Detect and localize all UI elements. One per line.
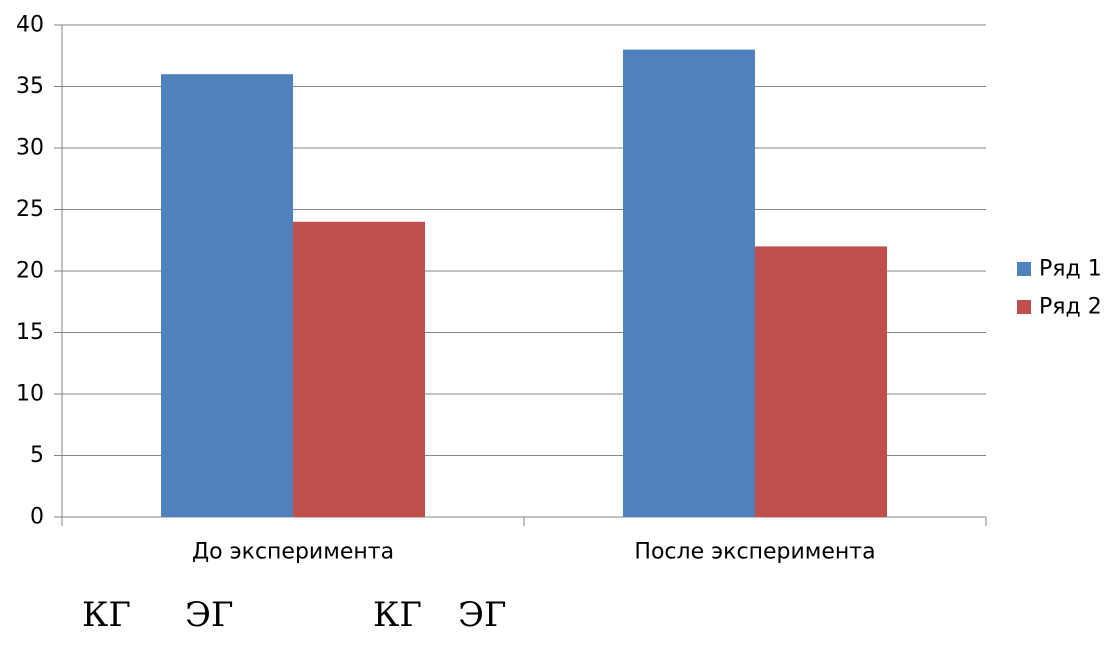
bar <box>623 49 755 517</box>
y-tick-label: 10 <box>16 382 44 407</box>
bar <box>161 74 293 517</box>
y-tick-label: 5 <box>30 443 44 468</box>
annotation-kg-1: КГ <box>82 595 131 635</box>
annotation-kg-2: КГ <box>373 595 422 635</box>
y-tick-label: 15 <box>16 320 44 345</box>
y-tick-label: 35 <box>16 74 44 99</box>
x-tick-label: До эксперимента <box>192 540 394 565</box>
legend-swatch <box>1017 300 1031 314</box>
legend-label: Ряд 1 <box>1039 257 1102 282</box>
annotation-eg-1: ЭГ <box>185 595 234 635</box>
y-tick-label: 0 <box>30 505 44 530</box>
x-tick-label: После эксперимента <box>634 540 875 565</box>
bar <box>755 246 887 517</box>
y-tick-label: 20 <box>16 259 44 284</box>
legend-label: Ряд 2 <box>1039 295 1102 320</box>
bar <box>293 221 425 518</box>
annotation-eg-2: ЭГ <box>458 595 507 635</box>
y-tick-label: 25 <box>16 197 44 222</box>
legend-swatch <box>1017 262 1031 276</box>
y-tick-label: 30 <box>16 136 44 161</box>
y-tick-label: 40 <box>16 13 44 38</box>
